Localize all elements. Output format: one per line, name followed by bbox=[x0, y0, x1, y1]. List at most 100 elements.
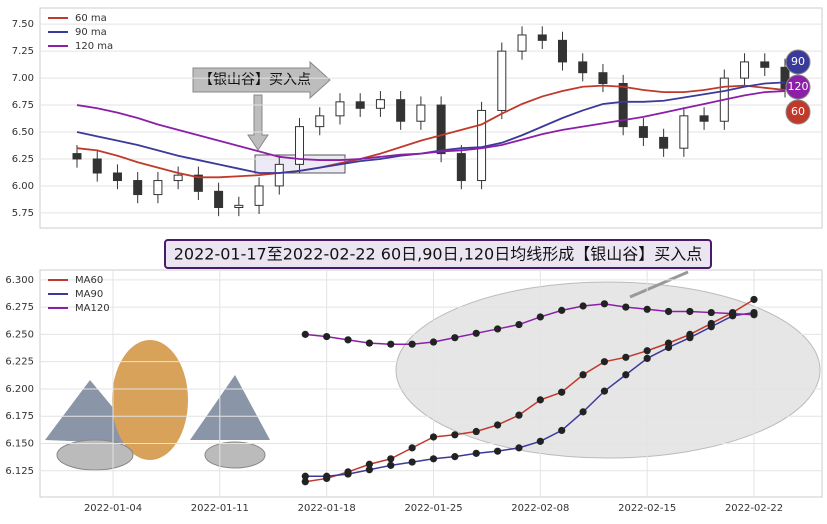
ma-point bbox=[451, 334, 459, 342]
candle-body bbox=[436, 104, 446, 155]
ma-point bbox=[622, 371, 630, 379]
highlight-ellipse bbox=[395, 281, 821, 459]
ma-point bbox=[494, 325, 502, 333]
ma-point bbox=[365, 466, 373, 474]
ma-point bbox=[365, 460, 373, 468]
ma-point bbox=[408, 340, 416, 348]
ma-point bbox=[451, 431, 459, 439]
candle-body bbox=[416, 104, 426, 122]
end-label: 90 bbox=[791, 55, 805, 68]
y-tick-label: 6.50 bbox=[12, 127, 34, 138]
candle-body bbox=[234, 204, 244, 209]
ma-point bbox=[686, 307, 694, 316]
y-tick-label: 6.25 bbox=[12, 154, 34, 165]
candle-body bbox=[173, 174, 183, 182]
candle-body bbox=[497, 50, 507, 111]
ma-point bbox=[365, 339, 373, 347]
ma-point bbox=[429, 433, 438, 441]
plot-frame bbox=[39, 7, 823, 229]
ma-point bbox=[579, 408, 587, 416]
ma-point bbox=[643, 347, 651, 355]
ma-point bbox=[707, 323, 715, 331]
candle-body bbox=[557, 39, 567, 63]
ingot bbox=[204, 441, 266, 469]
mountain bbox=[190, 375, 270, 440]
ma-point bbox=[451, 453, 459, 461]
y-tick-label: 7.25 bbox=[12, 46, 34, 57]
candle-body bbox=[214, 190, 224, 209]
ma-point bbox=[558, 426, 566, 435]
ma-point bbox=[387, 461, 395, 469]
y-tick-label: 7.50 bbox=[12, 19, 34, 30]
ma-point bbox=[536, 396, 544, 404]
x-tick-label: 2022-01-18 bbox=[298, 503, 356, 514]
ma-point bbox=[387, 340, 395, 348]
banner bbox=[164, 239, 712, 269]
ma-point bbox=[494, 447, 502, 455]
x-tick-label: 2022-02-15 bbox=[618, 503, 676, 514]
legend-label: 90 ma bbox=[75, 27, 107, 38]
ma-point bbox=[301, 472, 309, 480]
ma-point bbox=[472, 449, 480, 457]
legend-label: MA60 bbox=[75, 275, 103, 286]
ma-point bbox=[429, 338, 438, 346]
x-tick-label: 2022-01-11 bbox=[191, 503, 249, 514]
ma-point bbox=[750, 311, 758, 319]
end-label: 60 bbox=[791, 105, 805, 118]
candle-body bbox=[92, 158, 102, 174]
y-tick-label: 7.00 bbox=[12, 73, 34, 84]
candle-body bbox=[638, 126, 648, 138]
y-tick-label: 6.75 bbox=[12, 100, 34, 111]
ma-point bbox=[686, 334, 694, 342]
candle-body bbox=[598, 72, 608, 84]
x-tick-label: 2022-02-22 bbox=[725, 503, 783, 514]
candle-body bbox=[456, 153, 466, 182]
ma-point bbox=[494, 421, 502, 429]
candle-body bbox=[335, 101, 345, 117]
y-tick-label: 6.300 bbox=[5, 275, 34, 286]
candle-body bbox=[537, 34, 547, 41]
y-tick-label: 6.00 bbox=[12, 181, 34, 192]
ma-point bbox=[387, 455, 395, 463]
ma-line bbox=[76, 90, 786, 161]
y-tick-label: 6.175 bbox=[5, 411, 34, 422]
ma-line bbox=[305, 303, 755, 345]
candle-body bbox=[72, 153, 82, 160]
legend-label: MA90 bbox=[75, 289, 103, 300]
ma-point bbox=[301, 478, 309, 486]
ma-point bbox=[622, 303, 630, 311]
ma-point bbox=[707, 308, 715, 317]
candle-body bbox=[760, 61, 770, 68]
ma-point bbox=[429, 455, 438, 463]
ma-point bbox=[515, 320, 523, 329]
candle-body bbox=[254, 185, 264, 206]
ma-point bbox=[664, 307, 673, 316]
x-tick-label: 2022-01-04 bbox=[84, 503, 142, 514]
legend-label: 120 ma bbox=[75, 41, 113, 52]
chart-title: 2022-01-17至2022-02-22 60日,90日,120日均线形成【银… bbox=[174, 245, 703, 264]
y-tick-label: 6.150 bbox=[5, 439, 34, 450]
ma-point bbox=[344, 336, 352, 344]
x-tick-label: 2022-02-08 bbox=[511, 503, 569, 514]
candle-body bbox=[659, 136, 669, 149]
candle-body bbox=[375, 99, 385, 109]
ma-point bbox=[664, 343, 673, 352]
candle-body bbox=[396, 99, 406, 122]
annotation: 【银山谷】买入点 bbox=[199, 72, 311, 88]
candle-body bbox=[153, 180, 163, 196]
legend-label: 60 ma bbox=[75, 13, 107, 24]
ma-point bbox=[558, 306, 566, 314]
candle-body bbox=[578, 61, 588, 74]
ma-line bbox=[76, 84, 786, 179]
annotation-arrow bbox=[247, 94, 269, 151]
ma-point bbox=[536, 313, 544, 321]
ma-line bbox=[305, 298, 755, 483]
end-badge bbox=[785, 99, 811, 125]
candle-body bbox=[274, 163, 284, 187]
candle-body bbox=[699, 115, 709, 122]
end-badge bbox=[785, 74, 811, 100]
ma-point bbox=[579, 302, 587, 310]
ma-point bbox=[344, 470, 352, 478]
ma-point bbox=[600, 300, 609, 308]
